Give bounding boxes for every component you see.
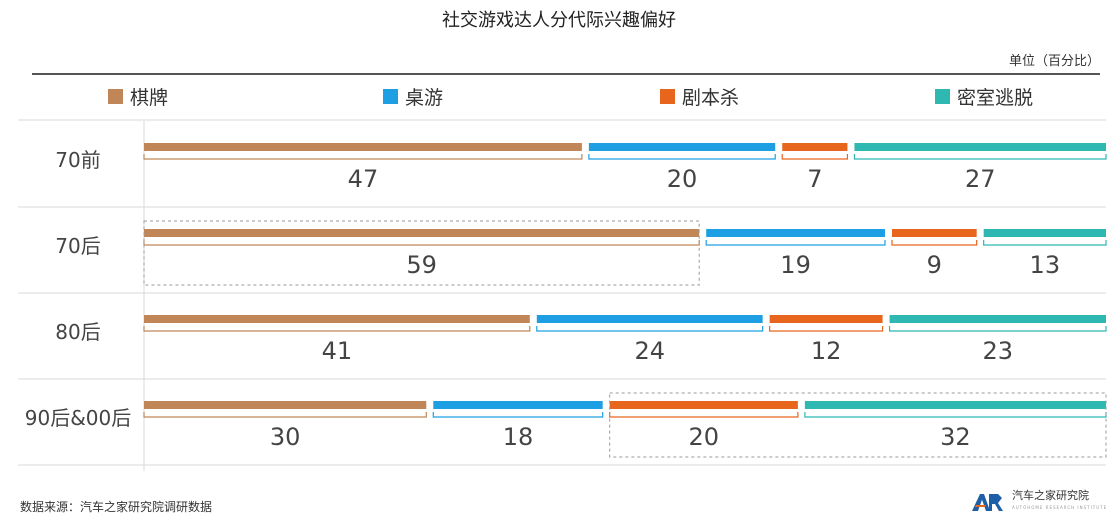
bar [144, 143, 582, 151]
data-label: 23 [983, 337, 1014, 365]
legend-swatch [383, 89, 398, 104]
legend-label: 密室逃脱 [957, 87, 1034, 109]
category-label: 70后 [55, 234, 100, 258]
data-label: 13 [1030, 251, 1061, 279]
bar [706, 229, 885, 237]
data-label: 41 [322, 337, 353, 365]
data-label: 59 [406, 251, 437, 279]
data-label: 47 [348, 165, 379, 193]
bar [144, 229, 700, 237]
logo-text: 汽车之家研究院 [1012, 489, 1089, 502]
bar-bracket [143, 326, 531, 332]
legend-item: 棋牌 [108, 83, 168, 110]
legend-swatch [108, 89, 123, 104]
legend-label: 棋牌 [130, 87, 169, 109]
highlight-box [143, 220, 700, 286]
bar [983, 229, 1106, 237]
data-source-note: 数据来源：汽车之家研究院调研数据 [20, 500, 213, 514]
bar [433, 401, 603, 409]
bar [769, 315, 883, 323]
data-label: 9 [927, 251, 942, 279]
bar [782, 143, 848, 151]
legend-top-rule [32, 73, 1100, 75]
legend-label: 桌游 [405, 87, 444, 109]
legend-item: 剧本杀 [660, 83, 739, 110]
legend-label: 剧本杀 [682, 87, 740, 109]
category-label: 90后&00后 [25, 406, 132, 430]
brand-logo: 汽车之家研究院 AUTOHOME RESEARCH INSTITUTE [970, 490, 1107, 514]
bar-bracket [888, 326, 1107, 332]
data-label: 18 [503, 423, 534, 451]
bar [144, 401, 427, 409]
legend-item: 桌游 [383, 83, 443, 110]
bar-bracket [143, 154, 583, 160]
logo-subtext: AUTOHOME RESEARCH INSTITUTE [1012, 505, 1108, 510]
data-label: 32 [940, 423, 971, 451]
bar [536, 315, 763, 323]
category-label: 80后 [55, 320, 100, 344]
data-label: 7 [807, 165, 822, 193]
bar-bracket [983, 240, 1107, 246]
data-label: 27 [965, 165, 996, 193]
data-label: 20 [667, 165, 698, 193]
category-label: 70前 [55, 148, 100, 172]
bar [588, 143, 776, 151]
chart-title: 社交游戏达人分代际兴趣偏好 [442, 10, 676, 31]
unit-label: 单位（百分比） [1008, 54, 1100, 69]
legend: 棋牌 桌游 剧本杀 密室逃脱 [0, 83, 1118, 111]
bar-bracket [769, 326, 884, 332]
bar-bracket [853, 154, 1107, 160]
data-label: 30 [270, 423, 301, 451]
bar [609, 401, 798, 409]
bar-bracket [781, 154, 849, 160]
bar [804, 401, 1106, 409]
bar-bracket [588, 154, 776, 160]
bar-bracket [609, 412, 799, 418]
bar-bracket [432, 412, 604, 418]
bar [889, 315, 1106, 323]
chart-plot: 70前 47 20 7 27 70后 59 19 9 13 80后 41 24 12 23 90后&00后 30… [18, 119, 1107, 471]
data-label: 12 [811, 337, 842, 365]
data-label: 19 [780, 251, 811, 279]
bar-bracket [705, 240, 886, 246]
highlight-box [609, 392, 1107, 458]
bar [144, 315, 530, 323]
bar-bracket [536, 326, 764, 332]
data-label: 24 [634, 337, 665, 365]
legend-swatch [660, 89, 675, 104]
bar [854, 143, 1106, 151]
legend-swatch [935, 89, 950, 104]
bar-bracket [143, 240, 700, 246]
data-label: 20 [689, 423, 720, 451]
bar [891, 229, 977, 237]
ar-logo-icon [972, 494, 1003, 511]
bar-bracket [143, 412, 427, 418]
legend-item: 密室逃脱 [935, 83, 1033, 110]
bar-bracket [891, 240, 978, 246]
bar-bracket [804, 412, 1107, 418]
